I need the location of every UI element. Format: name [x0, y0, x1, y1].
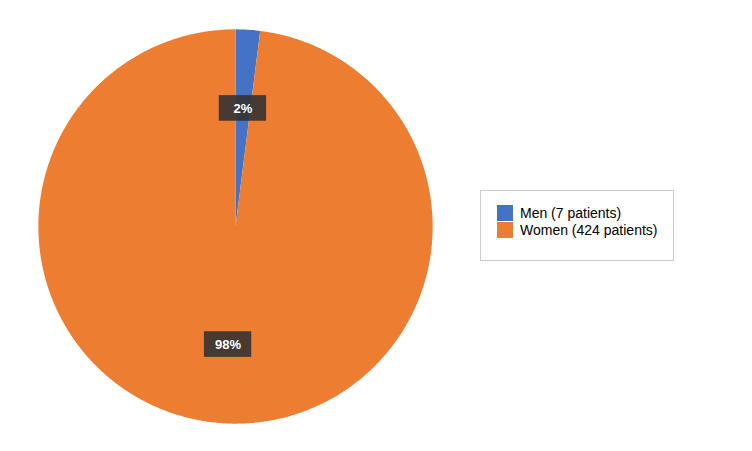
html-text:Men (7 patients): Men (7 patients): [520, 205, 622, 221]
svg-text:2%: 2%: [234, 100, 253, 115]
svg-text:98%: 98%: [215, 336, 241, 351]
html-text:Women (424 patients): Women (424 patients): [520, 222, 658, 238]
